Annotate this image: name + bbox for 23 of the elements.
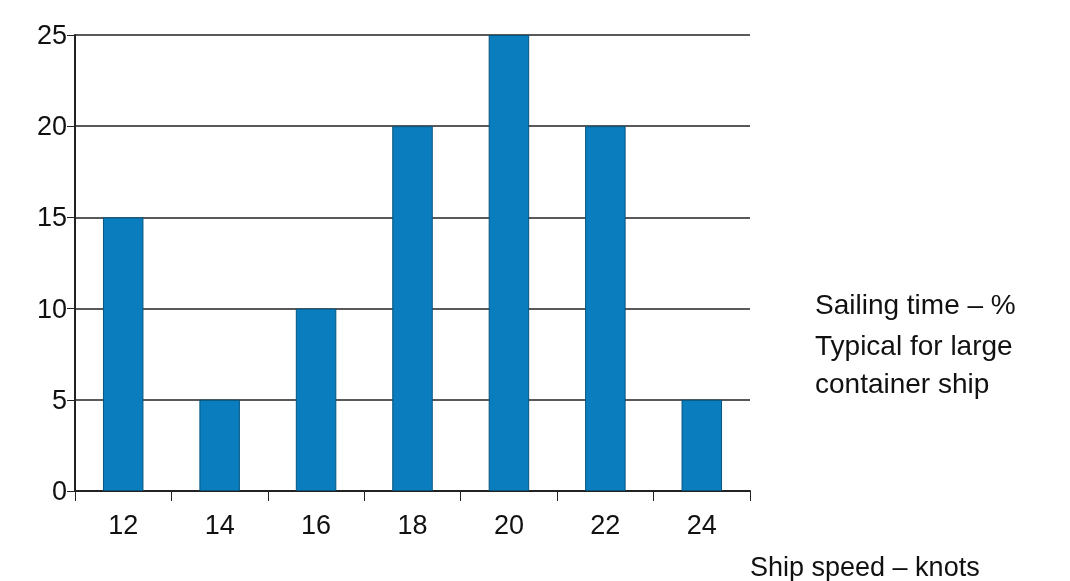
x-tick-label: 24	[686, 509, 717, 540]
y-tick-label: 25	[36, 20, 67, 50]
y-tick-label: 0	[51, 476, 67, 506]
x-tick-label: 20	[493, 509, 524, 540]
bar	[392, 126, 433, 491]
y-tick-label: 10	[36, 293, 67, 324]
x-tick-label: 22	[590, 509, 621, 540]
y-axis-title: Sailing time – %	[815, 288, 1016, 320]
x-tick-label: 12	[108, 509, 139, 540]
bar	[585, 126, 626, 491]
x-tick-label: 14	[204, 509, 235, 540]
bar	[681, 399, 723, 491]
bar	[295, 308, 337, 491]
y-tick-label: 20	[36, 111, 67, 142]
bar	[199, 399, 240, 491]
text: Typical for large container ship	[815, 329, 1013, 399]
x-axis-title: Ship speed – knots	[750, 551, 980, 581]
y-tick-label: 5	[51, 384, 67, 415]
y-tick-label: 15	[36, 202, 67, 233]
x-tick-label: 18	[397, 509, 428, 540]
x-tick-label: 16	[301, 509, 332, 540]
bar	[488, 35, 530, 491]
bar	[102, 217, 144, 491]
